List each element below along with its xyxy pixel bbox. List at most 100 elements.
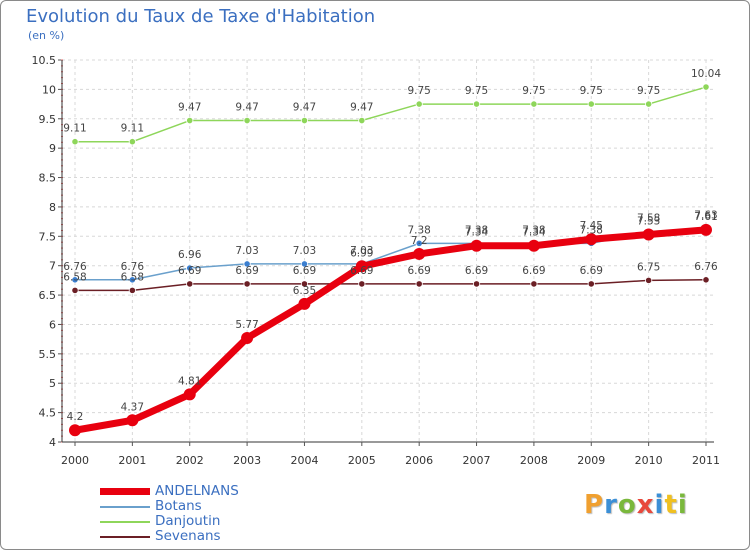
- data-label-danjoutin: 9.75: [465, 85, 488, 97]
- x-tick-label: 2002: [176, 454, 204, 467]
- data-point-sevenans: [645, 276, 653, 284]
- data-label-andelnans: 7.34: [522, 227, 546, 239]
- data-label-andelnans: 6.99: [350, 247, 373, 259]
- data-label-danjoutin: 9.47: [178, 102, 201, 114]
- data-label-botans: 7.63: [694, 210, 717, 222]
- data-label-danjoutin: 9.11: [63, 123, 86, 135]
- data-label-botans: 6.76: [63, 261, 87, 273]
- data-label-botans: 7.03: [293, 245, 316, 257]
- data-label-andelnans: 7.2: [411, 235, 428, 247]
- logo-letter: x: [636, 490, 655, 520]
- data-point-sevenans: [300, 280, 309, 288]
- data-label-danjoutin: 9.11: [121, 123, 144, 135]
- data-point-andelnans: [527, 239, 540, 252]
- data-point-andelnans: [69, 424, 81, 437]
- data-point-andelnans: [585, 233, 598, 246]
- data-point-botans: [71, 276, 79, 284]
- x-tick-label: 2001: [118, 454, 146, 467]
- y-tick-label: 9: [49, 142, 56, 155]
- y-tick-label: 10.5: [32, 54, 57, 67]
- data-label-danjoutin: 9.47: [235, 102, 258, 114]
- legend-item-botans: Botans: [100, 498, 360, 515]
- legend-item-danjoutin: Danjoutin: [100, 513, 360, 530]
- data-point-sevenans: [71, 286, 79, 294]
- data-point-danjoutin: [415, 100, 423, 108]
- data-point-danjoutin: [358, 116, 366, 125]
- data-point-sevenans: [472, 280, 481, 288]
- data-point-andelnans: [470, 239, 483, 252]
- data-label-botans: 6.76: [121, 261, 145, 273]
- data-point-danjoutin: [645, 100, 653, 108]
- x-tick-label: 2000: [61, 454, 89, 467]
- data-label-andelnans: 7.61: [694, 211, 717, 223]
- x-tick-label: 2007: [463, 454, 491, 467]
- data-point-andelnans: [700, 223, 712, 236]
- legend-label-danjoutin: Danjoutin: [155, 513, 221, 529]
- data-point-danjoutin: [186, 116, 194, 125]
- data-label-botans: 7.38: [580, 224, 603, 236]
- data-label-botans: 7.38: [522, 224, 545, 236]
- data-label-botans: 7.38: [407, 224, 430, 236]
- data-point-andelnans: [413, 247, 426, 260]
- legend-swatch-andelnans: [100, 488, 150, 495]
- data-label-botans: 6.96: [178, 249, 202, 261]
- data-point-danjoutin: [243, 116, 251, 125]
- data-label-botans: 7.58: [637, 213, 660, 225]
- data-label-danjoutin: 9.75: [407, 85, 430, 97]
- logo-letter: t: [664, 490, 678, 520]
- data-point-danjoutin: [128, 138, 136, 146]
- y-tick-label: 5.5: [39, 348, 57, 361]
- data-point-botans: [415, 239, 423, 247]
- data-label-sevenans: 6.69: [293, 265, 316, 277]
- data-label-botans: 7.03: [350, 245, 373, 257]
- data-point-andelnans: [298, 297, 311, 310]
- data-label-sevenans: 6.58: [63, 271, 86, 283]
- legend-swatch-botans: [100, 506, 150, 508]
- data-label-sevenans: 6.58: [121, 271, 144, 283]
- data-label-danjoutin: 9.47: [350, 102, 373, 114]
- series-line-sevenans: [74, 279, 707, 292]
- data-label-danjoutin: 9.75: [637, 85, 660, 97]
- logo-letter: i: [654, 490, 665, 520]
- chart-title: Evolution du Taux de Taxe d'Habitation: [26, 6, 376, 27]
- legend-label-sevenans: Sevenans: [155, 528, 221, 544]
- data-point-danjoutin: [587, 100, 595, 108]
- data-point-sevenans: [358, 280, 366, 288]
- data-label-sevenans: 6.69: [407, 265, 430, 277]
- y-tick-label: 6.5: [39, 289, 57, 302]
- data-point-andelnans: [126, 414, 139, 427]
- data-point-danjoutin: [472, 100, 481, 108]
- x-tick-label: 2004: [290, 454, 318, 467]
- data-point-botans: [300, 260, 309, 268]
- data-point-andelnans: [183, 388, 196, 401]
- x-tick-label: 2005: [348, 454, 376, 467]
- data-label-danjoutin: 9.47: [293, 102, 316, 114]
- legend-swatch-sevenans: [100, 536, 150, 538]
- data-label-sevenans: 6.69: [178, 265, 201, 277]
- data-label-sevenans: 6.69: [235, 265, 258, 277]
- y-tick-label: 7.5: [39, 230, 57, 243]
- data-label-andelnans: 4.2: [67, 411, 84, 423]
- data-label-botans: 7.38: [465, 224, 488, 236]
- data-point-botans: [243, 260, 251, 268]
- legend: ANDELNANS Botans Danjoutin Sevenans: [100, 483, 360, 545]
- y-tick-label: 6: [49, 318, 56, 331]
- data-label-sevenans: 6.75: [637, 261, 660, 273]
- data-label-andelnans: 7.53: [637, 216, 660, 228]
- y-tick-label: 5: [49, 377, 56, 390]
- y-tick-label: 9.5: [39, 113, 57, 126]
- data-point-sevenans: [530, 280, 538, 288]
- proxiti-logo: Proxiti: [584, 490, 688, 520]
- logo-letter: o: [617, 490, 637, 520]
- y-tick-label: 4: [49, 436, 56, 449]
- data-point-sevenans: [186, 280, 194, 288]
- data-point-danjoutin: [71, 138, 79, 146]
- x-tick-label: 2010: [635, 454, 663, 467]
- data-point-sevenans: [128, 286, 136, 294]
- x-tick-label: 2003: [233, 454, 261, 467]
- x-tick-label: 2009: [577, 454, 605, 467]
- y-tick-label: 8.5: [39, 172, 57, 185]
- x-tick-label: 2011: [692, 454, 720, 467]
- x-tick-label: 2006: [405, 454, 433, 467]
